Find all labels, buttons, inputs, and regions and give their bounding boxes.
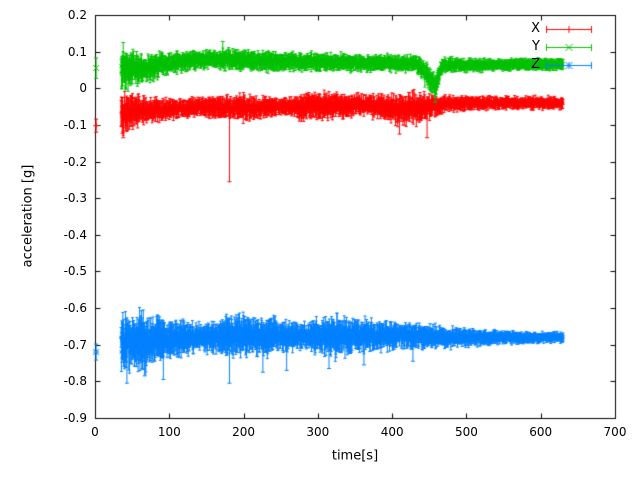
y-tick-label: -0.9: [63, 411, 87, 425]
legend-label-x: X: [531, 21, 540, 36]
legend-entry-y: Y: [470, 39, 540, 55]
y-tick-label: -0.8: [63, 374, 87, 389]
x-tick-label: 500: [454, 425, 478, 439]
legend-label-y: Y: [532, 39, 540, 54]
legend-entry-x: X: [470, 21, 540, 37]
y-axis-title: acceleration [g]: [20, 164, 36, 268]
x-tick-label: 100: [157, 425, 181, 439]
x-tick-label: 600: [529, 425, 553, 439]
y-tick-label: -0.6: [63, 301, 87, 316]
y-tick-label: 0.1: [67, 44, 87, 59]
y-tick-label: -0.5: [63, 264, 87, 279]
y-tick-label: -0.1: [63, 117, 87, 132]
y-tick-label: -0.2: [63, 154, 87, 169]
y-tick-label: -0.4: [63, 227, 87, 242]
y-tick-label: -0.3: [63, 191, 87, 206]
x-tick-label: 400: [380, 425, 404, 439]
x-axis-title: time[s]: [331, 448, 379, 464]
legend-label-z: Z: [531, 57, 540, 72]
y-tick-label: 0.2: [67, 8, 87, 22]
x-tick-label: 300: [306, 425, 330, 439]
x-tick-label: 0: [91, 425, 99, 439]
x-tick-label: 700: [603, 425, 627, 439]
y-tick-label: -0.7: [63, 337, 87, 352]
x-tick-label: 200: [232, 425, 256, 439]
legend-entry-z: Z: [470, 57, 540, 73]
y-tick-label: 0: [79, 81, 87, 96]
